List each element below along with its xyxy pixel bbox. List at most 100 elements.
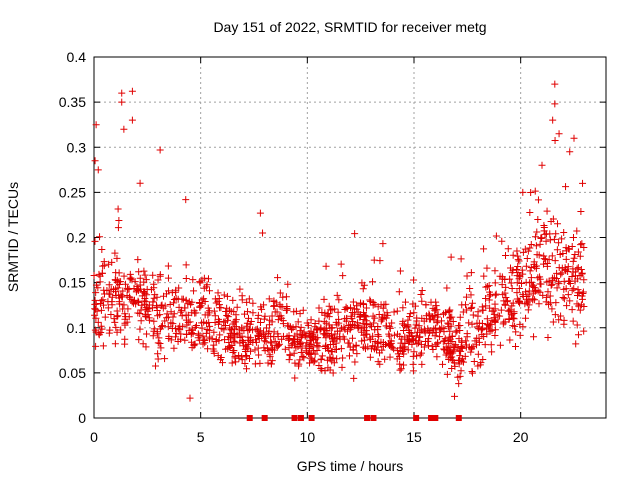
data-point — [580, 244, 588, 252]
data-point — [538, 234, 546, 242]
data-point — [467, 291, 475, 299]
data-point — [141, 300, 149, 308]
data-point — [210, 328, 218, 336]
data-point — [191, 323, 199, 331]
data-point — [121, 315, 129, 323]
data-point — [212, 299, 220, 307]
data-point — [502, 252, 510, 260]
data-point — [258, 332, 266, 340]
data-point — [222, 307, 230, 315]
y-tick-label: 0.2 — [67, 230, 87, 246]
grid-lines — [94, 57, 606, 418]
data-point — [290, 349, 298, 357]
data-point — [501, 318, 509, 326]
data-point — [236, 285, 244, 293]
zero-value-marker — [297, 415, 304, 421]
data-point — [403, 335, 411, 343]
x-axis-ticks: 0 5 10 15 20 — [90, 57, 529, 445]
data-point — [491, 326, 499, 334]
data-point — [462, 343, 470, 351]
data-point — [546, 236, 554, 244]
data-point — [424, 337, 432, 345]
data-point — [99, 342, 107, 350]
data-point — [94, 166, 102, 174]
data-point — [551, 80, 559, 88]
data-point — [507, 279, 515, 287]
data-point — [126, 293, 134, 301]
data-point — [170, 296, 178, 304]
data-point — [323, 356, 331, 364]
data-point — [249, 299, 257, 307]
x-axis-label: GPS time / hours — [297, 458, 404, 474]
data-point — [228, 359, 236, 367]
data-point — [108, 258, 116, 266]
data-point — [573, 300, 581, 308]
data-point — [118, 89, 126, 97]
data-point — [519, 270, 527, 278]
data-point — [111, 340, 119, 348]
data-point — [352, 342, 360, 350]
data-point — [157, 344, 165, 352]
data-point — [118, 98, 126, 106]
data-point — [302, 342, 310, 350]
data-point — [541, 255, 549, 263]
data-point — [211, 312, 219, 320]
data-point — [149, 298, 157, 306]
data-point — [156, 339, 164, 347]
data-point — [188, 325, 196, 333]
data-point — [370, 256, 378, 264]
data-point — [230, 318, 238, 326]
data-point — [112, 323, 120, 331]
data-point — [156, 311, 164, 319]
data-point — [564, 268, 572, 276]
data-point — [269, 344, 277, 352]
data-point — [539, 260, 547, 268]
data-point — [348, 334, 356, 342]
data-point — [297, 339, 305, 347]
data-point — [573, 292, 581, 300]
data-point — [445, 333, 453, 341]
data-point — [568, 273, 576, 281]
data-point — [457, 255, 465, 263]
data-point — [142, 276, 150, 284]
data-point — [425, 342, 433, 350]
data-point — [149, 332, 157, 340]
data-point — [573, 227, 581, 235]
data-point — [566, 148, 574, 156]
data-point — [301, 332, 309, 340]
y-tick-label: 0.35 — [59, 94, 86, 110]
data-point — [390, 308, 398, 316]
data-point — [228, 331, 236, 339]
data-point — [532, 264, 540, 272]
data-point — [222, 322, 230, 330]
data-point — [172, 333, 180, 341]
data-point — [320, 295, 328, 303]
data-point — [516, 272, 524, 280]
data-point — [418, 286, 426, 294]
data-point — [215, 304, 223, 312]
data-point — [107, 310, 115, 318]
data-point — [521, 300, 529, 308]
data-point — [166, 301, 174, 309]
x-tick-label: 5 — [197, 429, 205, 445]
data-point — [229, 349, 237, 357]
data-point — [259, 229, 267, 237]
data-point — [509, 251, 517, 259]
data-point — [230, 308, 238, 316]
data-point — [126, 275, 134, 283]
data-point — [262, 338, 270, 346]
zero-value-marker — [308, 415, 315, 421]
zero-value-marker — [261, 415, 268, 421]
data-point — [140, 267, 148, 275]
data-point — [338, 363, 346, 371]
data-point — [399, 304, 407, 312]
data-point — [480, 272, 488, 280]
data-point — [265, 295, 273, 303]
data-point — [181, 336, 189, 344]
data-point — [404, 321, 412, 329]
data-point — [467, 304, 475, 312]
data-point — [252, 338, 260, 346]
data-point — [523, 255, 531, 263]
data-point — [513, 247, 521, 255]
data-point — [156, 146, 164, 154]
